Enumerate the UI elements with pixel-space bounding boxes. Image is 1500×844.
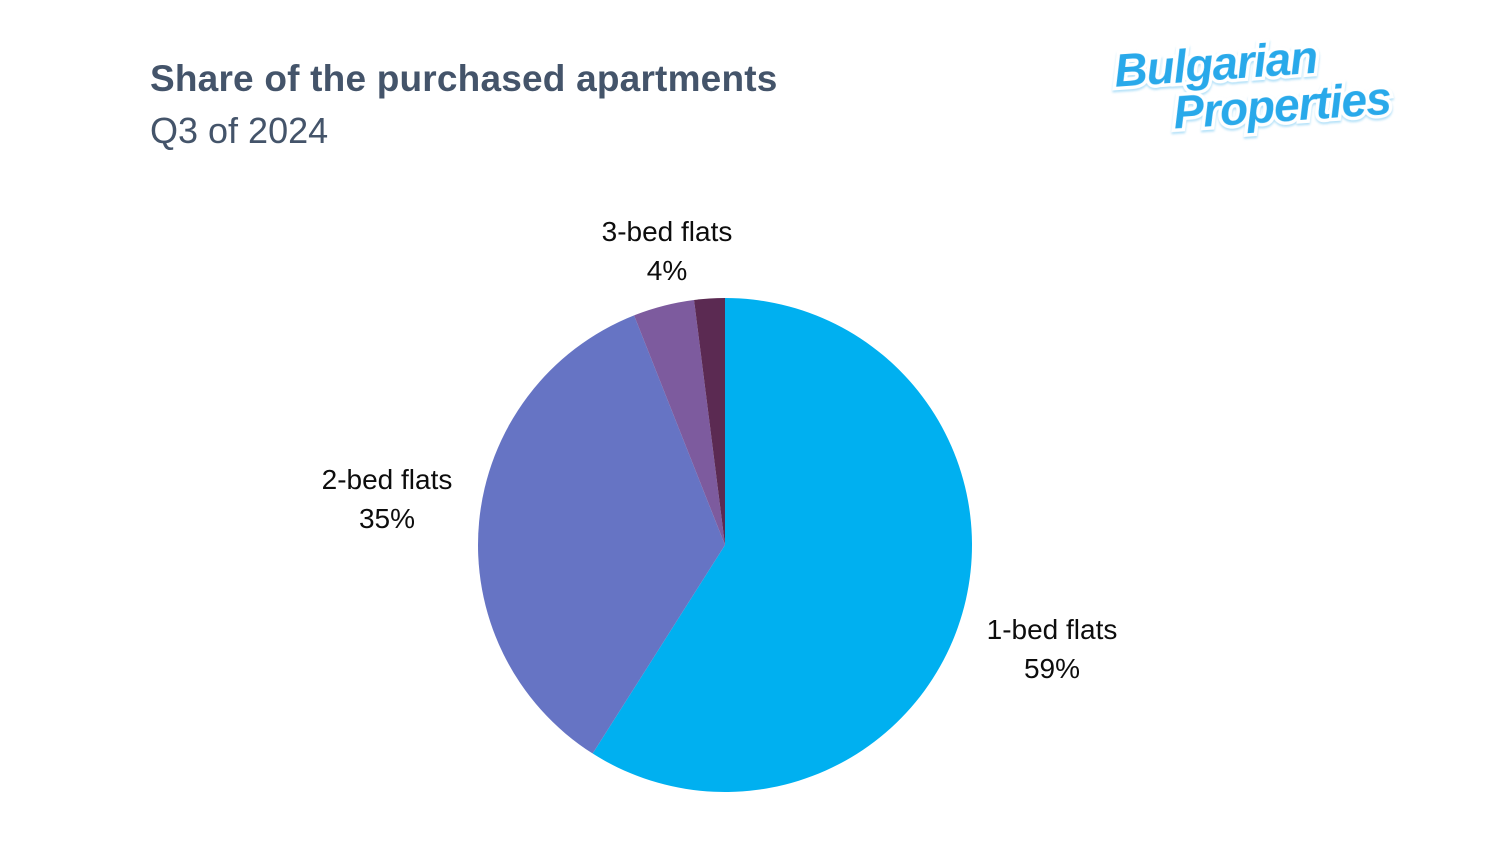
label-2-bed-flats: 2-bed flats 35% <box>277 460 497 538</box>
pie-svg <box>478 298 972 792</box>
pie-slice-other <box>694 298 725 545</box>
pie-slice-3-bed-flats <box>634 299 725 545</box>
pie-slice-1-bed-flats <box>592 298 972 792</box>
label-2-bed-flats-percent: 35% <box>358 503 416 534</box>
bulgarian-properties-logo: Bulgarian Properties <box>1106 19 1434 161</box>
label-1-bed-flats-text: 1-bed flats <box>986 614 1118 645</box>
pie-chart <box>478 298 972 792</box>
label-1-bed-flats: 1-bed flats 59% <box>942 610 1162 688</box>
label-1-bed-flats-percent: 59% <box>1023 653 1081 684</box>
label-3-bed-flats: 3-bed flats 4% <box>557 212 777 290</box>
label-2-bed-flats-text: 2-bed flats <box>321 464 453 495</box>
title-block: Share of the purchased apartments Q3 of … <box>150 58 778 152</box>
chart-title: Share of the purchased apartments <box>150 58 778 99</box>
pie-slice-2-bed-flats <box>478 315 725 754</box>
logo-svg: Bulgarian Properties <box>1109 27 1396 142</box>
label-3-bed-flats-percent: 4% <box>646 255 688 286</box>
chart-subtitle: Q3 of 2024 <box>150 110 329 151</box>
label-3-bed-flats-text: 3-bed flats <box>601 216 733 247</box>
